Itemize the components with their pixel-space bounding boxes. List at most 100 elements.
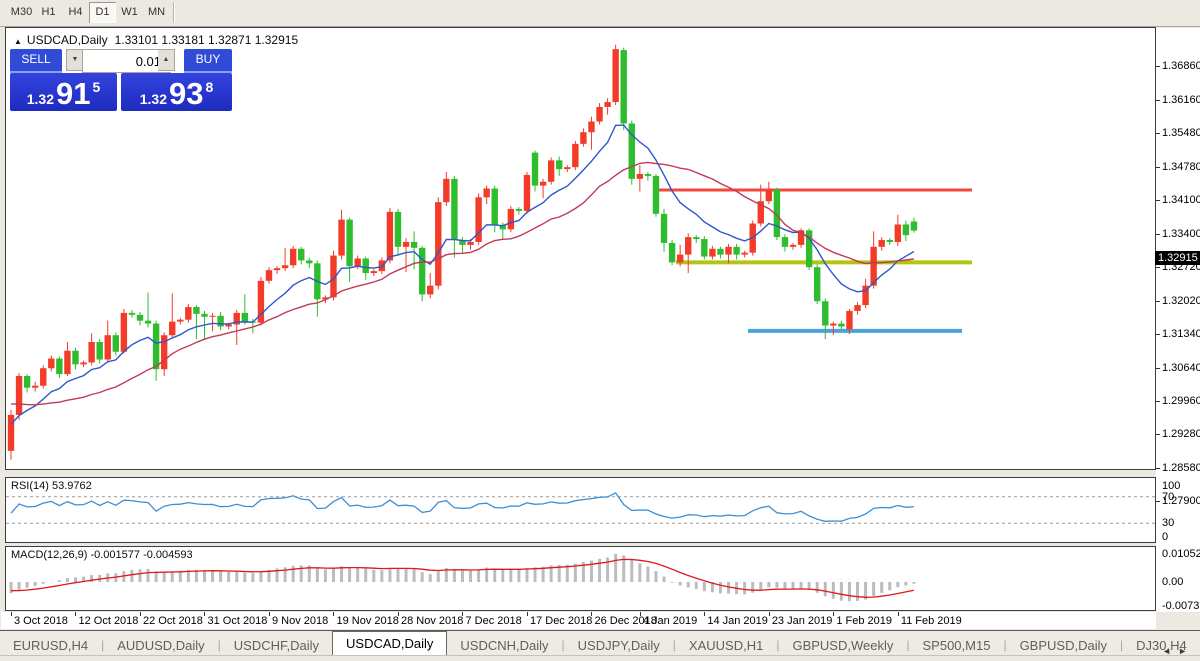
date-tick (704, 612, 706, 616)
price-axis-label: 1.29280 (1162, 428, 1200, 441)
candle (201, 313, 208, 317)
date-axis[interactable]: 3 Oct 2018 12 Oct 2018 22 Oct 2018 31 Oct 2… (1, 612, 1156, 629)
symbol-timeframe-label: USDCAD,Daily (26, 33, 108, 47)
date-tick (768, 612, 770, 616)
ma-slow-line (10, 161, 914, 406)
candle (241, 312, 248, 322)
tab-gbpusd-daily[interactable]: GBPUSD,Daily (1019, 638, 1107, 653)
candle (443, 178, 450, 203)
candle (104, 335, 111, 360)
price-axis[interactable] (1156, 28, 1200, 612)
axis-tick (1156, 501, 1160, 503)
rsi-axis-label: 0 (1162, 531, 1169, 543)
candle (362, 258, 369, 274)
current-price-tag: 1.32915 (1155, 250, 1200, 265)
timeframe-button-d1[interactable]: D1 (89, 2, 116, 23)
timeframe-button-w1[interactable]: W1 (121, 6, 138, 18)
candle (289, 248, 297, 266)
date-axis-label: 19 Nov 2018 (336, 615, 399, 627)
candle (346, 219, 353, 267)
tab-sp500-m15[interactable]: SP500,M15 (922, 638, 991, 653)
date-tick (139, 612, 141, 616)
date-axis-label: 14 Jan 2019 (707, 615, 768, 627)
candle (515, 208, 523, 211)
tab-usdcnh-daily[interactable]: USDCNH,Daily (460, 638, 549, 653)
tab-eurusd-h4[interactable]: EURUSD,H4 (13, 638, 89, 653)
timeframe-button-m30[interactable]: M30 (10, 6, 33, 18)
price-axis-label: 1.35480 (1162, 126, 1200, 139)
timeframe-button-h1[interactable]: H1 (41, 6, 56, 18)
candle (668, 242, 676, 263)
candle (193, 307, 200, 314)
tab-gbpusd-weekly[interactable]: GBPUSD,Weekly (792, 638, 894, 653)
date-axis-label: 17 Dec 2018 (529, 615, 593, 627)
sell-button[interactable]: SELL (10, 49, 62, 73)
candle (136, 314, 144, 321)
candle (427, 285, 434, 295)
timeframe-button-h4[interactable]: H4 (68, 6, 83, 18)
candles (7, 44, 918, 460)
candle (588, 121, 595, 133)
timeframe-button-mn[interactable]: MN (147, 6, 166, 18)
candle (805, 230, 813, 268)
candle (539, 181, 547, 186)
tab-audusd-daily[interactable]: AUDUSD,Daily (117, 638, 205, 653)
candle (612, 49, 619, 103)
tab-xauusd-h1[interactable]: XAUUSD,H1 (688, 638, 764, 653)
tab-scroll-left-icon[interactable]: ◄ (1162, 646, 1179, 656)
volume-input[interactable] (82, 49, 171, 73)
collapse-triangle-icon[interactable]: ▲ (14, 37, 22, 46)
candle (862, 285, 869, 306)
buy-price-big: 93 (168, 76, 204, 111)
tab-scroll-right-icon[interactable]: ► (1178, 646, 1194, 656)
candle (709, 248, 716, 257)
candle (120, 312, 128, 352)
tab-separator: | (217, 638, 221, 652)
candle (80, 362, 87, 365)
buy-price-sup: 8 (205, 79, 214, 95)
volume-increase-button[interactable]: ▲ (158, 49, 175, 71)
candle (846, 310, 853, 330)
candle (152, 323, 160, 370)
candle (15, 376, 23, 415)
candle (483, 188, 490, 198)
candle (354, 258, 361, 267)
candle (410, 241, 418, 248)
candle (23, 376, 31, 388)
date-axis-label: 3 Oct 2018 (14, 615, 68, 627)
candle (644, 173, 652, 176)
macd-panel[interactable] (5, 546, 1156, 611)
macd-signal-line (10, 558, 915, 598)
price-axis-label: 1.32020 (1162, 295, 1200, 308)
tab-usdchf-daily[interactable]: USDCHF,Daily (233, 638, 320, 653)
price-axis-label: 1.36160 (1162, 93, 1200, 106)
buy-button[interactable]: BUY (184, 49, 232, 73)
candle (628, 123, 635, 179)
candle (878, 240, 885, 247)
sell-price-display[interactable]: 1.32 91 5 (10, 73, 117, 111)
sell-price-big: 91 (55, 76, 91, 111)
tab-usdjpy-daily[interactable]: USDJPY,Daily (577, 638, 660, 653)
tab-usdcad-daily[interactable]: USDCAD,Daily (332, 631, 448, 656)
candle (451, 178, 458, 241)
candle (185, 307, 192, 320)
candle (160, 335, 168, 370)
axis-tick (1156, 434, 1160, 436)
rsi-panel[interactable] (5, 477, 1156, 543)
tab-scroll-arrows: ◄► (1162, 646, 1194, 656)
candle (604, 102, 611, 107)
tab-dj30-h4[interactable]: DJ30,H4 (1136, 638, 1187, 653)
buy-price-display[interactable]: 1.32 93 8 (121, 73, 232, 111)
candle (814, 267, 821, 302)
date-axis-label: 1 Feb 2019 (836, 615, 892, 627)
candle (822, 301, 829, 326)
candle (531, 152, 539, 186)
candle (547, 160, 555, 182)
price-axis-label: 1.34780 (1162, 160, 1200, 173)
candle (467, 241, 474, 245)
candle (685, 237, 692, 255)
date-tick (897, 612, 899, 616)
price-axis-label: 1.27900 (1162, 495, 1200, 508)
date-axis-label: 12 Oct 2018 (78, 615, 139, 627)
axis-tick (1156, 334, 1160, 336)
